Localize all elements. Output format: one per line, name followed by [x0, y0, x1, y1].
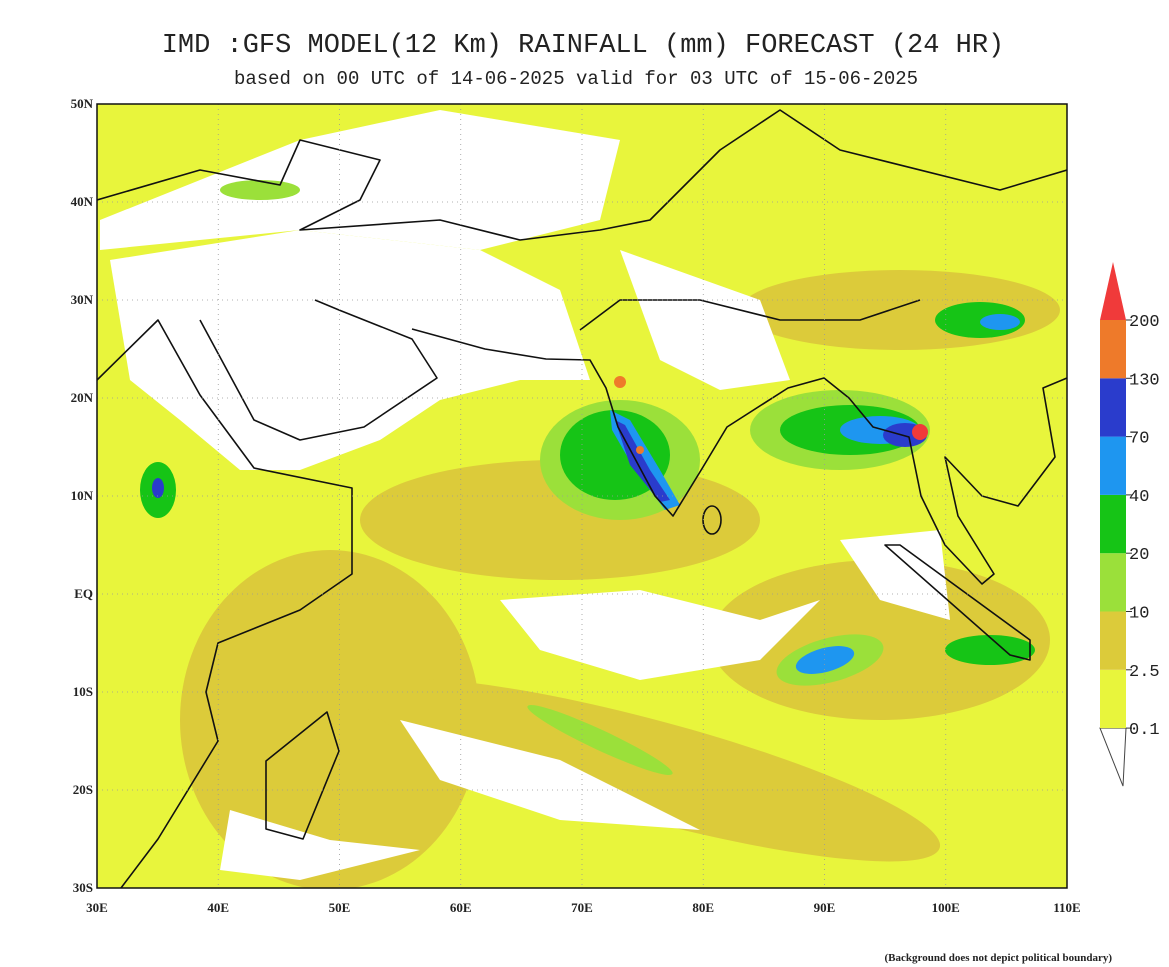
rain-field [527, 704, 673, 776]
lon-label: 50E [329, 900, 351, 915]
lon-label: 70E [571, 900, 593, 915]
lon-label: 60E [450, 900, 472, 915]
map-title: IMD :GFS MODEL(12 Km) RAINFALL (mm) FORE… [162, 31, 1005, 61]
colorbar-label: 130 [1129, 371, 1160, 390]
coastline [199, 299, 438, 441]
coastline [97, 319, 353, 888]
lon-label: 40E [207, 900, 229, 915]
colorbar-segment [1100, 553, 1126, 612]
colorbar-label: 0.1 [1129, 721, 1160, 740]
lon-label: 110E [1053, 900, 1080, 915]
rain-field [636, 446, 644, 454]
colorbar-label: 20 [1129, 546, 1149, 565]
rain-field [912, 424, 928, 440]
lon-label: 90E [814, 900, 836, 915]
footnote: (Background does not depict political bo… [885, 952, 1113, 964]
dry-area [400, 720, 700, 830]
colorbar-segment [1100, 611, 1126, 670]
dry-area [620, 250, 790, 390]
dry-area [840, 530, 950, 620]
dry-area [500, 590, 820, 680]
lon-label: 100E [932, 900, 960, 915]
lon-label: 30E [86, 900, 108, 915]
rain-field [220, 180, 300, 200]
lat-label: 10N [71, 488, 94, 503]
colorbar-segment [1100, 262, 1126, 320]
colorbar-segment [1100, 378, 1126, 437]
map-frame [96, 103, 1068, 889]
rain-field [615, 420, 670, 502]
colorbar-label: 200 [1129, 313, 1160, 332]
lat-label: 30N [71, 292, 94, 307]
rain-field [795, 646, 855, 674]
lat-label: 20N [71, 390, 94, 405]
colorbar-segment [1100, 669, 1126, 729]
dry-area [220, 810, 420, 880]
lat-label: EQ [74, 586, 93, 601]
rain-field [180, 550, 480, 888]
coastline [265, 711, 340, 840]
rain-field [152, 478, 164, 498]
colorbar-segment [1100, 494, 1126, 554]
rain-field [945, 635, 1035, 665]
colorbar-segment [1099, 727, 1127, 787]
dry-area [100, 110, 620, 250]
rain-field [980, 314, 1020, 330]
colorbar-label: 2.5 [1129, 663, 1160, 682]
map-area [97, 104, 1067, 888]
coastline [411, 328, 1067, 585]
lat-label: 20S [73, 782, 93, 797]
colorbar-label: 70 [1129, 430, 1149, 449]
colorbar-segment [1100, 320, 1126, 379]
boundary-line [579, 299, 921, 331]
colorbar-label: 10 [1129, 605, 1149, 624]
lat-label: 30S [73, 880, 93, 895]
lon-label: 80E [692, 900, 714, 915]
lat-label: 40N [71, 194, 94, 209]
map-subtitle: based on 00 UTC of 14-06-2025 valid for … [234, 68, 918, 90]
coastline [97, 109, 1067, 241]
lat-label: 50N [71, 96, 94, 111]
coastline [884, 544, 1031, 661]
colorbar-segment [1100, 436, 1126, 495]
lat-label: 10S [73, 684, 93, 699]
dry-area [110, 230, 590, 470]
rain-field [614, 376, 626, 388]
colorbar-label: 40 [1129, 488, 1149, 507]
